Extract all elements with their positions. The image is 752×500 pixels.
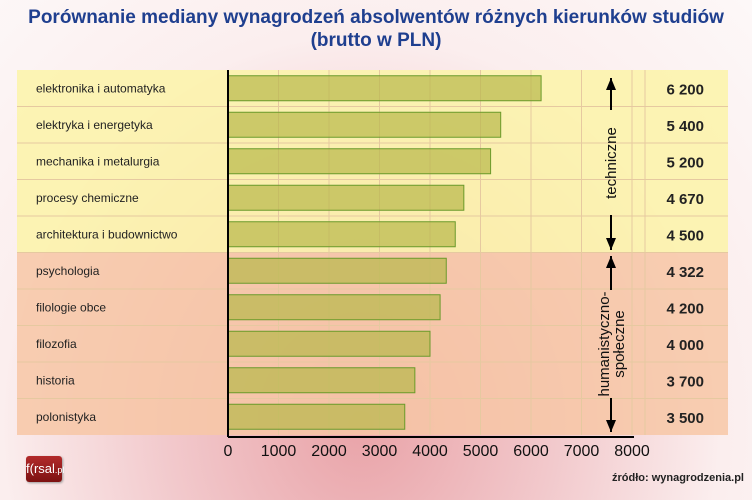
value-label: 3 700	[666, 373, 704, 390]
bar	[227, 257, 447, 284]
x-tick-label: 5000	[463, 443, 499, 460]
bar	[227, 75, 542, 102]
bar	[227, 403, 406, 430]
x-tick-label: 3000	[362, 443, 398, 460]
x-tick-label: 7000	[564, 443, 600, 460]
chart-title: Porównanie mediany wynagrodzeń absolwent…	[0, 6, 752, 52]
group-label-techniczne: techniczne	[603, 127, 620, 199]
techniczne-arrow-down-head	[606, 238, 616, 250]
value-label: 4 670	[666, 191, 704, 208]
bar	[227, 111, 502, 138]
category-label: elektryka i energetyka	[36, 118, 153, 132]
bar	[227, 184, 465, 211]
bar	[227, 148, 492, 175]
value-label: 4 000	[666, 337, 704, 354]
source-note: źródło: wynagrodzenia.pl	[611, 472, 744, 484]
x-tick-label: 6000	[513, 443, 549, 460]
value-label: 3 500	[666, 410, 704, 427]
x-tick-label: 2000	[311, 443, 347, 460]
category-label: procesy chemiczne	[36, 191, 139, 205]
x-tick-label: 0	[224, 443, 233, 460]
techniczne-arrow-up-head	[606, 78, 616, 90]
category-label: polonistyka	[36, 410, 96, 424]
bar	[227, 330, 431, 357]
bar	[227, 294, 441, 321]
x-tick-label: 8000	[614, 443, 650, 460]
bar	[227, 367, 416, 394]
category-label: architektura i budownictwo	[36, 227, 178, 241]
x-tick-label: 1000	[261, 443, 297, 460]
category-label: filozofia	[36, 337, 77, 351]
humanistyczne-arrow-down-head	[606, 420, 616, 432]
value-label: 5 400	[666, 118, 704, 135]
subtitle-line: (brutto w PLN)	[310, 30, 442, 51]
bar	[227, 221, 456, 248]
title-line: Porównanie mediany wynagrodzeń absolwent…	[28, 7, 724, 28]
category-label: historia	[36, 373, 75, 387]
value-label: 4 200	[666, 300, 704, 317]
value-label: 4 500	[666, 227, 704, 244]
value-label: 5 200	[666, 154, 704, 171]
category-label: mechanika i metalurgia	[36, 154, 160, 168]
group-label-spoleczne: społeczne	[611, 310, 628, 378]
humanistyczne-arrow-up-head	[606, 256, 616, 268]
forsal-logo[interactable]: f(rsal.pl	[26, 456, 64, 482]
x-tick-label: 4000	[412, 443, 448, 460]
group-label-humanistyczno: humanistyczno-	[596, 291, 613, 396]
category-label: elektronika i automatyka	[36, 81, 166, 95]
value-label: 6 200	[666, 81, 704, 98]
value-label: 4 322	[666, 264, 704, 281]
category-label: filologie obce	[36, 300, 106, 314]
category-label: psychologia	[36, 264, 100, 278]
